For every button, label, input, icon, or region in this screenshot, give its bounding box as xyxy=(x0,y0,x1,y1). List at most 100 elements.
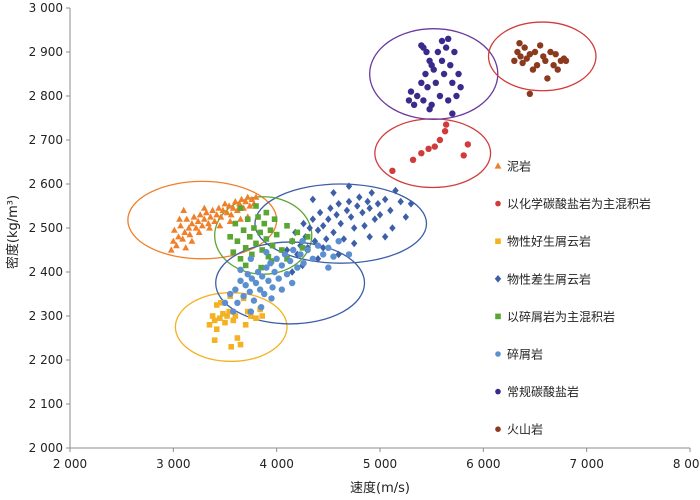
data-point xyxy=(226,290,234,298)
data-point xyxy=(179,235,187,242)
data-point xyxy=(258,264,264,271)
x-axis-title: 速度(m/s) xyxy=(350,480,410,496)
cluster-ellipse xyxy=(374,118,492,189)
data-point xyxy=(209,206,216,213)
data-point xyxy=(213,211,221,218)
data-point xyxy=(374,200,382,208)
data-point xyxy=(366,204,373,212)
data-point xyxy=(284,256,290,262)
data-point xyxy=(213,326,220,332)
data-point xyxy=(325,215,332,223)
data-point xyxy=(244,193,252,200)
data-point xyxy=(361,222,368,230)
data-point xyxy=(340,235,348,243)
data-point xyxy=(200,204,208,211)
data-point xyxy=(309,255,317,262)
data-point xyxy=(381,233,389,241)
data-point xyxy=(273,255,280,262)
data-point xyxy=(397,197,404,206)
data-point xyxy=(248,195,256,202)
data-point xyxy=(207,213,214,220)
data-point xyxy=(244,216,251,222)
data-point xyxy=(177,222,184,229)
data-point xyxy=(554,66,561,73)
data-point xyxy=(273,231,280,238)
data-point xyxy=(445,97,452,104)
data-point xyxy=(244,271,251,278)
data-point xyxy=(335,200,342,208)
data-point xyxy=(300,260,307,267)
data-point xyxy=(216,222,224,229)
data-point xyxy=(542,57,549,64)
x-tick-label: 7 000 xyxy=(569,457,603,471)
data-point xyxy=(275,275,282,282)
data-point xyxy=(389,224,396,232)
data-point xyxy=(330,253,337,260)
data-point xyxy=(251,225,257,231)
data-point xyxy=(414,92,421,100)
data-point xyxy=(240,293,247,300)
data-point xyxy=(222,319,228,326)
series-group xyxy=(227,203,311,271)
data-point xyxy=(211,317,218,324)
data-point xyxy=(229,204,237,211)
data-point xyxy=(325,264,332,271)
y-axis-title: 密度(kg/m³) xyxy=(5,195,21,269)
data-point xyxy=(226,308,232,315)
data-point xyxy=(242,322,249,328)
data-point xyxy=(436,136,444,144)
data-point xyxy=(218,300,224,306)
data-point xyxy=(519,59,526,67)
legend-label: 以碎屑岩为主混积岩 xyxy=(507,309,615,324)
legend-item: 物性差生屑云岩 xyxy=(494,271,591,286)
data-point xyxy=(232,220,239,227)
data-point xyxy=(389,167,396,174)
data-point xyxy=(234,238,241,244)
data-point xyxy=(242,198,250,205)
data-point xyxy=(198,222,206,229)
legend-item: 泥岩 xyxy=(494,159,531,174)
data-point xyxy=(170,226,178,233)
legend-item: 火山岩 xyxy=(495,422,543,437)
data-point xyxy=(271,216,278,222)
data-point xyxy=(211,337,218,343)
data-point xyxy=(183,215,191,222)
data-point xyxy=(221,299,229,306)
x-tick-label: 5 000 xyxy=(363,457,397,471)
data-point xyxy=(529,66,537,73)
data-point xyxy=(185,224,193,231)
data-point xyxy=(294,264,301,271)
data-point xyxy=(247,308,255,315)
data-point xyxy=(547,48,554,56)
data-point xyxy=(257,304,265,311)
data-point xyxy=(442,121,450,128)
data-point xyxy=(269,242,276,249)
data-point xyxy=(511,57,518,64)
axis-ticks: 2 000 3 000 4 000 5 000 6 000 7 000 8 000 2 000… xyxy=(29,1,700,471)
data-point xyxy=(206,322,213,328)
cluster-ellipse xyxy=(254,183,428,264)
data-point xyxy=(255,214,261,220)
legend-marker xyxy=(494,162,502,169)
data-point xyxy=(167,246,175,253)
data-point xyxy=(190,213,198,220)
y-tick-label: 2 700 xyxy=(29,133,63,147)
data-point xyxy=(227,234,233,240)
series-group xyxy=(389,121,472,174)
data-point xyxy=(319,244,327,252)
legend-label: 物性差生屑云岩 xyxy=(507,271,591,286)
data-point xyxy=(263,249,270,256)
y-tick-label: 2 900 xyxy=(29,45,63,59)
data-point xyxy=(457,84,464,91)
data-point xyxy=(451,48,458,56)
data-point xyxy=(316,208,324,217)
data-point xyxy=(311,237,319,245)
data-point xyxy=(224,313,230,319)
data-point xyxy=(319,222,327,230)
legend-marker xyxy=(495,313,501,320)
data-point xyxy=(294,229,301,236)
data-point xyxy=(407,200,415,208)
data-point xyxy=(407,88,415,95)
data-point xyxy=(237,341,244,348)
data-point xyxy=(366,233,373,241)
